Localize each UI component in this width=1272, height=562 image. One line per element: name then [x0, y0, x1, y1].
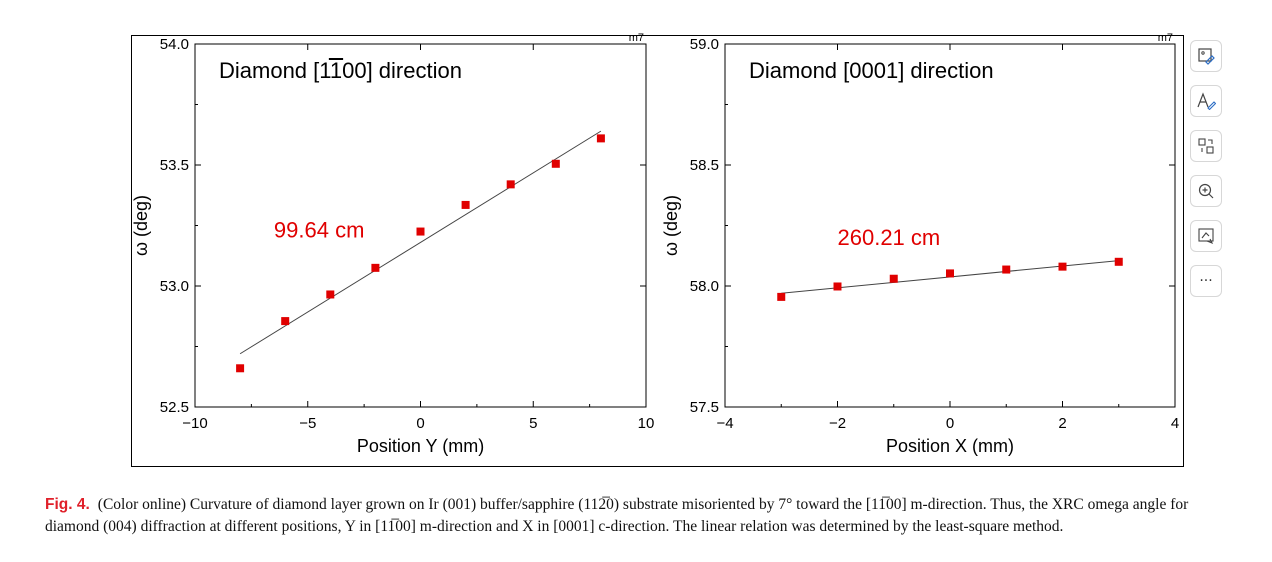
x-tick-label: −4: [716, 415, 733, 432]
data-point: [371, 263, 380, 272]
more-icon: ···: [1199, 273, 1213, 289]
zoom-in-button[interactable]: [1190, 175, 1222, 207]
viewer-toolbar: ···: [1190, 40, 1226, 310]
figure-caption: Fig. 4. (Color online) Curvature of diamo…: [45, 494, 1245, 538]
slope-annotation: 260.21 cm: [838, 225, 941, 250]
text-annotate-button[interactable]: [1190, 85, 1222, 117]
data-point: [889, 274, 898, 283]
corner-label: m7: [1158, 32, 1173, 44]
chart-position-y: −10 −5 0 5 10 52.5 53.0 53.5 54.0 Position Y (mm)…: [131, 32, 654, 456]
plot-frame: [724, 43, 1176, 408]
data-point: [596, 134, 605, 143]
data-point: [551, 159, 560, 168]
x-tick-label: 5: [529, 415, 537, 432]
fit-line: [239, 130, 602, 355]
y-tick-label: 52.5: [160, 399, 189, 416]
y-tick-label: 54.0: [160, 36, 189, 53]
x-tick-label: −10: [182, 415, 207, 432]
corner-label: m7: [629, 32, 644, 44]
text-annotate-icon: [1197, 92, 1216, 110]
x-tick-label: 0: [946, 415, 954, 432]
image-edit-icon: [1198, 48, 1215, 65]
data-point: [506, 180, 515, 189]
caption-label: Fig. 4.: [45, 496, 90, 513]
y-axis-label: ω (deg): [131, 195, 151, 256]
zoom-in-icon: [1198, 183, 1214, 199]
x-tick-label: −2: [829, 415, 846, 432]
x-tick-label: 10: [638, 415, 655, 432]
y-tick-label: 53.0: [160, 278, 189, 295]
y-tick-label: 59.0: [690, 36, 719, 53]
screen-capture-button[interactable]: [1190, 220, 1222, 252]
data-point: [1114, 257, 1123, 266]
chart-title: Diamond [0001] direction: [749, 58, 994, 83]
x-tick-label: 2: [1058, 415, 1066, 432]
x-tick-label: −5: [299, 415, 316, 432]
rotate-swap-icon: [1198, 138, 1214, 154]
y-tick-label: 57.5: [690, 399, 719, 416]
data-point: [1058, 262, 1067, 271]
data-point: [1002, 265, 1011, 274]
image-edit-button[interactable]: [1190, 40, 1222, 72]
x-axis-label: Position Y (mm): [357, 436, 484, 456]
chart-position-x: −4 −2 0 2 4 57.5 58.0 58.5 59.0 Position X (mm) ω …: [661, 32, 1179, 456]
data-point: [236, 364, 245, 373]
data-point: [946, 269, 954, 278]
rotate-swap-button[interactable]: [1190, 130, 1222, 162]
data-point: [281, 317, 290, 326]
figure-frame: [131, 35, 1184, 467]
x-axis-label: Position X (mm): [886, 436, 1014, 456]
chart-title: Diamond [1100] direction: [219, 58, 462, 83]
more-button[interactable]: ···: [1190, 265, 1222, 297]
data-point: [833, 282, 842, 291]
data-point: [777, 292, 786, 301]
plot-area-left: −10 −5 0 5 10 52.5 53.0 53.5 54.0 Position Y (mm)…: [131, 32, 654, 456]
caption-text: (Color online) Curvature of diamond laye…: [45, 496, 1189, 535]
x-tick-label: 0: [416, 415, 424, 432]
slope-annotation: 99.64 cm: [274, 218, 365, 243]
y-tick-label: 58.5: [690, 157, 719, 174]
y-tick-label: 53.5: [160, 157, 189, 174]
y-tick-label: 58.0: [690, 278, 719, 295]
data-point: [461, 200, 470, 209]
screen-capture-icon: [1198, 228, 1214, 245]
plot-area-right: −4 −2 0 2 4 57.5 58.0 58.5 59.0 Position X (mm) ω …: [661, 32, 1179, 456]
data-point: [326, 290, 335, 299]
y-axis-label: ω (deg): [661, 195, 681, 256]
data-point: [416, 227, 425, 236]
x-tick-label: 4: [1171, 415, 1179, 432]
